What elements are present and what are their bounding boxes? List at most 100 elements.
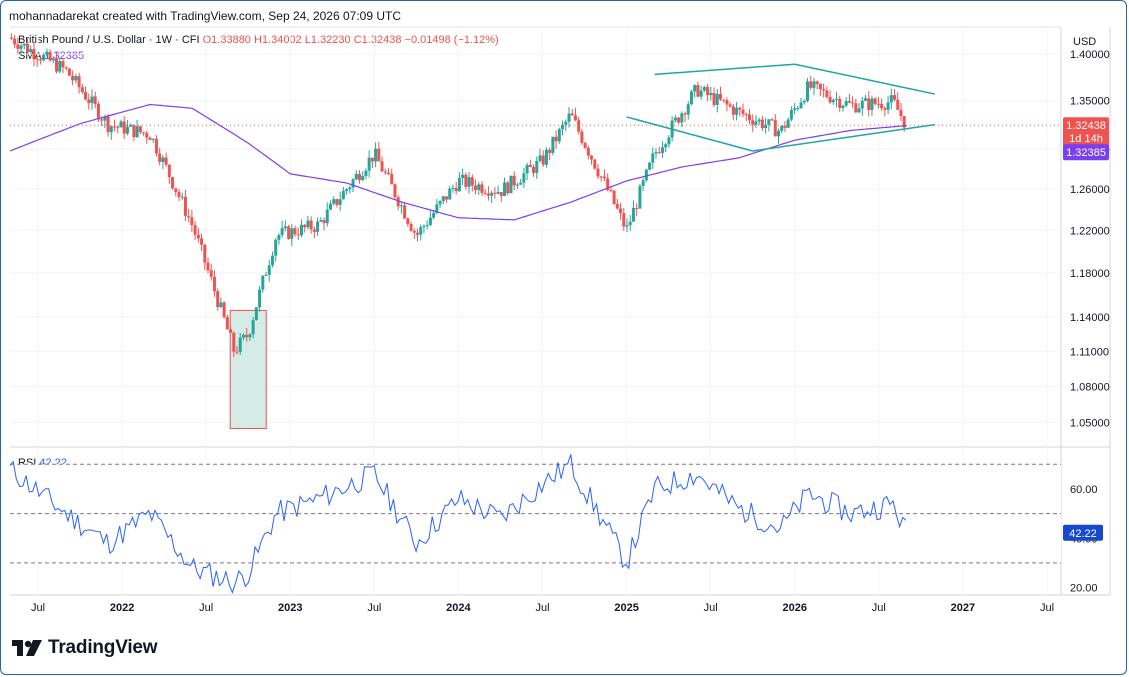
candle-body [142,132,146,134]
rsi-badge [1063,524,1103,541]
candle-body [751,120,755,125]
candle-body [464,174,468,187]
candle-body [593,159,597,169]
candle-body [893,95,897,100]
candle-body [151,138,155,140]
candle-body [483,192,487,194]
last-price-badge-text: 1.32438 [1066,120,1106,132]
candle-body [818,83,822,90]
candle-body [796,107,800,109]
candle-body [873,98,877,104]
candle-body [812,81,816,88]
candle-body [506,182,510,194]
candle-body [712,92,716,105]
candle-body [548,149,552,153]
candle-body [590,155,594,160]
last-price-badge [1063,117,1109,150]
candle-body [196,234,200,239]
candle-body [325,209,329,224]
candle-body [419,227,423,235]
candle-body [696,85,700,97]
candle-body [828,96,832,103]
candle-body [84,92,88,100]
candle-body [200,238,204,245]
candle-body [32,48,36,59]
candle-body [519,182,523,185]
candle-body [299,224,303,236]
candle-body [403,205,407,219]
candle-body [760,119,764,128]
close-value: C1.32438 [353,34,402,46]
candle-body [161,157,165,162]
candle-body [248,334,252,338]
candle-body [26,43,30,53]
tradingview-logo[interactable]: TradingView [12,637,158,659]
candle-body [599,176,603,178]
candle-body [899,109,903,117]
candle-body [544,149,548,165]
candle-body [100,119,104,121]
candle-body [322,220,326,224]
candle-body [902,116,906,128]
candle-body [351,179,355,188]
candle-body [103,116,107,121]
tradingview-logo-icon [12,640,42,656]
candle-body [254,307,258,321]
candle-body [847,100,851,103]
candle-body [486,193,490,196]
candle-body [258,289,262,308]
currency-label: USD [1073,36,1096,48]
candle-body [390,173,394,185]
candle-body [838,98,842,109]
candle-body [451,187,455,189]
candle-body [438,200,442,205]
candle-body [238,337,242,352]
rsi-tick-label: 60.00 [1070,484,1098,496]
candle-body [345,189,349,191]
candle-body [106,116,110,133]
candle-body [896,99,900,110]
candle-body [328,203,332,210]
sma-badge [1063,144,1109,161]
candle-body [306,220,310,228]
candle-body [374,148,378,162]
candle-body [561,124,565,130]
candle-body [109,126,113,133]
candle-body [747,114,751,121]
time-tick-label: 2024 [446,602,471,614]
triangle-upper-line-right [794,63,936,95]
candle-body [528,164,532,168]
candle-body [38,59,42,61]
time-tick-label: Jul [31,602,45,614]
candle-body [631,208,635,222]
candle-body [348,187,352,190]
candle-body [854,103,858,113]
time-tick-label: Jul [367,602,381,614]
candle-body [222,302,226,318]
candle-body [638,186,642,209]
triangle-lower-line-left [626,116,753,152]
candle-body [341,190,345,200]
candle-body [241,334,245,338]
candle-body [461,174,465,179]
candle-body [296,234,300,236]
candle-body [132,124,136,137]
candle-body [512,175,516,186]
price-tick-label: 1.08000 [1070,381,1110,393]
price-tick-label: 1.05000 [1070,417,1110,429]
candle-body [77,76,81,88]
candle-body [219,302,223,308]
candle-body [135,126,139,137]
price-tick-label: 1.14000 [1070,312,1110,324]
candle-body [664,144,668,148]
candle-body [316,221,320,232]
candle-body [731,106,735,115]
candle-body [177,191,181,197]
candle-body [886,102,890,110]
candle-body [764,124,768,128]
candle-body [602,176,606,179]
candle-body [470,177,474,186]
candle-body [757,119,761,122]
symbol-legend[interactable]: British Pound / U.S. Dollar · 1W · CFI O… [18,34,499,46]
